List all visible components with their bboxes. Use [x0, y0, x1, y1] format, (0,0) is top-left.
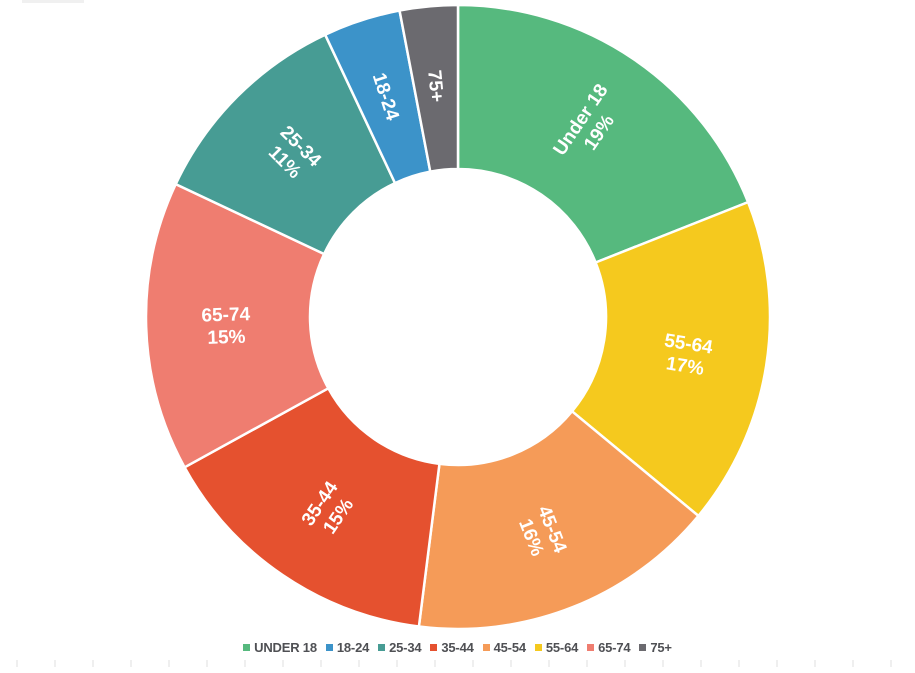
legend-label: 55-64	[545, 639, 579, 655]
legend-item-75: 75+	[639, 639, 672, 655]
legend-item-18-24: 18-24	[325, 639, 370, 655]
legend-item-35-44: 35-44	[430, 639, 474, 655]
legend-swatch-75	[639, 643, 647, 651]
legend-item-65-74: 65-74	[587, 639, 631, 655]
chart-legend: UNDER 18 18-24 25-34 35-44 45-54 55-64 65-74 75…	[0, 639, 915, 655]
legend-swatch-18-24	[325, 643, 333, 651]
donut-slice-55-64	[570, 200, 772, 518]
donut-slice-75	[398, 3, 460, 173]
legend-swatch-55-64	[534, 643, 542, 651]
legend-label: 25-34	[389, 639, 422, 655]
legend-item-25-34: 25-34	[378, 639, 422, 655]
legend-swatch-45-54	[482, 643, 490, 651]
bottom-tick-marks	[16, 660, 915, 667]
legend-label: 35-44	[441, 639, 474, 655]
legend-label: UNDER 18	[254, 639, 317, 655]
donut-slice-45-54	[417, 410, 700, 631]
legend-item-55-64: 55-64	[534, 639, 579, 655]
donut-slice-under-18	[456, 3, 750, 264]
legend-swatch-under-18	[243, 643, 251, 651]
slice-label-75: 75+	[423, 69, 447, 103]
legend-swatch-25-34	[378, 643, 386, 651]
legend-label: 75+	[650, 639, 672, 655]
legend-label: 65-74	[598, 639, 631, 655]
donut-slice-65-74	[144, 182, 330, 469]
legend-label: 18-24	[336, 639, 370, 655]
top-left-artifact	[22, 0, 84, 3]
legend-label: 45-54	[493, 639, 526, 655]
legend-swatch-65-74	[587, 643, 595, 651]
donut-slice-35-44	[183, 387, 441, 628]
legend-swatch-35-44	[430, 643, 438, 651]
legend-item-under-18: UNDER 18	[243, 640, 317, 655]
slice-label-65-74: 65-7415%	[201, 304, 251, 349]
legend-item-45-54: 45-54	[482, 639, 526, 655]
